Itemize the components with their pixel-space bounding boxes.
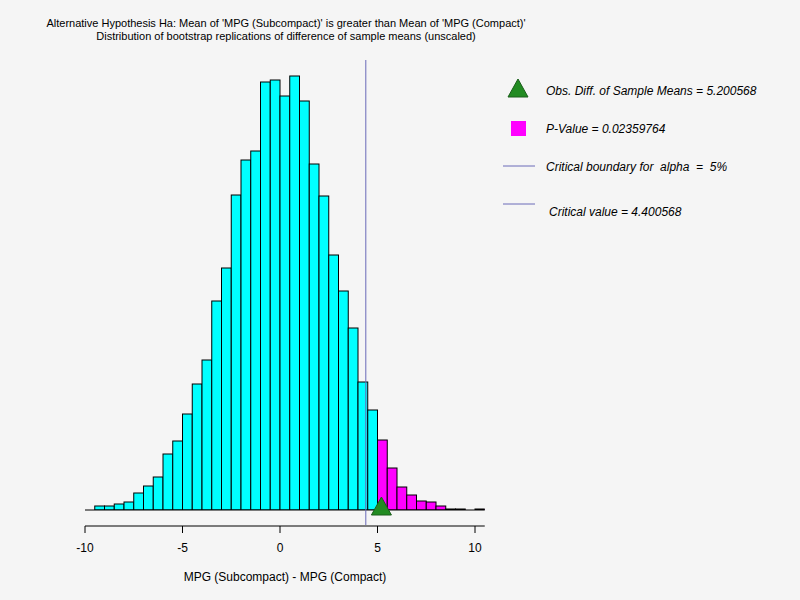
- histogram-bar: [397, 487, 407, 510]
- histogram-bar: [300, 101, 310, 510]
- x-tick: [85, 526, 86, 533]
- x-tick: [280, 526, 281, 533]
- x-tick-label: -10: [76, 541, 94, 555]
- histogram-bar: [202, 360, 212, 510]
- critical-line: [365, 60, 366, 525]
- histogram-bar: [241, 160, 251, 510]
- histogram-bar: [153, 477, 163, 510]
- histogram-bar: [319, 196, 329, 510]
- histogram-bar: [407, 495, 417, 510]
- histogram-bar: [231, 195, 241, 510]
- histogram-bar: [192, 384, 202, 510]
- histogram-bar: [436, 506, 446, 510]
- x-tick-label: 5: [374, 541, 381, 555]
- x-axis: [85, 526, 485, 527]
- plot-area: [95, 76, 485, 510]
- histogram-bar: [134, 493, 144, 510]
- x-tick: [182, 526, 183, 533]
- legend-text: P-Value = 0.02359764: [546, 122, 666, 136]
- histogram-bar: [368, 410, 378, 510]
- legend-text: Critical boundary for alpha = 5%: [546, 160, 727, 174]
- histogram-bar: [329, 255, 339, 510]
- legend-square: [511, 121, 526, 136]
- histogram-bar: [426, 502, 436, 510]
- histogram-bar: [95, 506, 105, 510]
- histogram-bar: [417, 501, 427, 510]
- histogram-bar: [290, 76, 300, 510]
- background: [0, 0, 800, 600]
- title: Alternative Hypothesis Ha: Mean of 'MPG …: [46, 17, 525, 29]
- x-tick-label: -5: [177, 541, 188, 555]
- legend-line: [503, 204, 535, 205]
- x-tick-label: 0: [277, 541, 284, 555]
- observed-marker: [371, 497, 391, 515]
- histogram-bar: [348, 328, 358, 510]
- subtitle: Distribution of bootstrap replications o…: [96, 30, 476, 42]
- x-label: MPG (Subcompact) - MPG (Compact): [184, 570, 387, 584]
- histogram-bar: [261, 82, 271, 510]
- histogram-bar: [183, 414, 193, 510]
- histogram-bar: [105, 506, 115, 510]
- histogram-bar: [270, 80, 280, 510]
- legend-text: Obs. Diff. of Sample Means = 5.200568: [546, 84, 757, 98]
- histogram-bar: [387, 468, 397, 510]
- histogram-bar: [280, 96, 290, 510]
- legend-triangle: [508, 79, 528, 97]
- histogram-bar: [251, 151, 261, 510]
- chart: Alternative Hypothesis Ha: Mean of 'MPG …: [0, 0, 800, 600]
- histogram-bar: [163, 454, 173, 510]
- histogram-bar: [339, 291, 349, 510]
- histogram-bar: [309, 164, 319, 510]
- x-tick: [475, 526, 476, 533]
- legend-line: [503, 166, 535, 167]
- histogram-bar: [124, 502, 134, 510]
- baseline: [85, 510, 485, 511]
- x-tick: [377, 526, 378, 533]
- histogram-bar: [144, 486, 154, 510]
- histogram-bar: [222, 268, 232, 510]
- x-tick-label: 10: [468, 541, 482, 555]
- legend-text: Critical value = 4.400568: [549, 205, 682, 219]
- histogram-bar: [212, 301, 222, 510]
- histogram-bar: [114, 504, 124, 510]
- histogram-bar: [173, 441, 183, 510]
